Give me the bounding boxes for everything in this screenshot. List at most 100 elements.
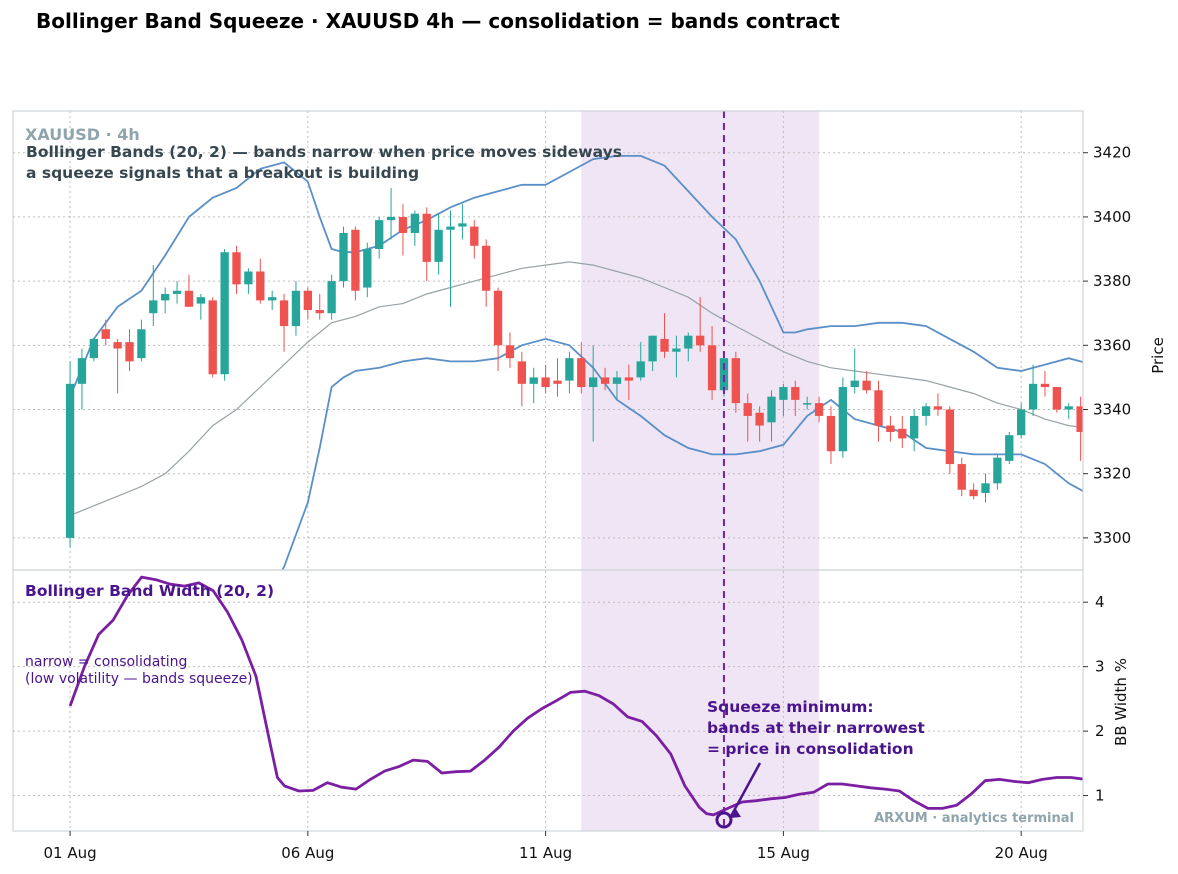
- candle-body: [517, 361, 527, 384]
- candle: [315, 293, 324, 320]
- candle: [161, 287, 170, 314]
- candle: [446, 210, 455, 307]
- candle-body: [410, 213, 420, 233]
- candle-body: [493, 290, 503, 346]
- candle: [541, 364, 550, 394]
- candles: [65, 188, 1083, 548]
- candle: [1052, 387, 1062, 413]
- bbw-y-axis-label: BB Width %: [1112, 658, 1130, 746]
- candle-body: [398, 216, 408, 233]
- x-tick-label: 01 Aug: [43, 844, 96, 862]
- candle-body: [886, 425, 895, 432]
- price-y-tick-label: 3420: [1093, 144, 1131, 162]
- candle-body: [1052, 387, 1062, 410]
- price-y-tick-label: 3300: [1093, 529, 1131, 547]
- candle: [886, 415, 895, 442]
- x-tick-label: 20 Aug: [995, 844, 1048, 862]
- bbw-panel-frame: [12, 569, 1084, 832]
- candle: [731, 351, 741, 413]
- candle-body: [743, 403, 752, 416]
- candle-body: [363, 249, 372, 288]
- candle-body: [65, 383, 75, 538]
- candle: [945, 406, 955, 474]
- candle-body: [149, 300, 158, 314]
- candle: [65, 361, 75, 548]
- watermark: ARXUM · analytics terminal: [874, 811, 1074, 826]
- candle-body: [434, 229, 443, 262]
- candle: [101, 319, 110, 346]
- candle: [743, 393, 752, 442]
- candle-body: [993, 457, 1002, 484]
- candle: [874, 380, 883, 442]
- candle-body: [957, 464, 966, 490]
- candle: [648, 335, 657, 371]
- middle-band-line: [69, 261, 1083, 516]
- candle-body: [981, 483, 990, 493]
- candle: [850, 348, 859, 394]
- candle-body: [184, 290, 194, 307]
- candle: [398, 204, 408, 256]
- candle-body: [838, 387, 848, 452]
- candle-body: [386, 216, 396, 221]
- candle: [553, 358, 562, 397]
- candle-body: [1017, 409, 1026, 436]
- candle: [184, 274, 194, 307]
- candle: [196, 293, 206, 320]
- candle: [921, 403, 931, 426]
- bbw-panel-title: Bollinger Band Width (20, 2): [25, 582, 274, 600]
- candle: [600, 367, 610, 391]
- candle-body: [898, 428, 907, 439]
- candle: [125, 329, 134, 371]
- price-y-tick-label: 3340: [1093, 401, 1131, 419]
- candle: [208, 297, 217, 378]
- candle: [220, 249, 229, 381]
- candle: [981, 473, 990, 503]
- candle-body: [161, 293, 170, 301]
- candle-body: [137, 329, 146, 359]
- bbw-note-line2: (low volatility — bands squeeze): [25, 671, 253, 687]
- squeeze-annotation-line1: Squeeze minimum:: [707, 698, 874, 716]
- candle-body: [921, 406, 931, 416]
- candle-body: [268, 297, 277, 301]
- candle: [386, 188, 396, 240]
- annotation-arrow: [728, 762, 762, 819]
- x-tick-label: 11 Aug: [519, 844, 572, 862]
- candle: [696, 297, 705, 352]
- candle: [755, 406, 764, 442]
- symbol-label: XAUUSD · 4h: [25, 125, 140, 144]
- price-y-tick-label: 3360: [1093, 336, 1131, 354]
- candle: [707, 326, 717, 400]
- candle: [1005, 431, 1014, 465]
- candle-body: [1005, 435, 1014, 461]
- candle: [636, 342, 645, 381]
- candle-body: [636, 361, 645, 378]
- candle: [1028, 364, 1038, 416]
- candle-body: [660, 338, 669, 352]
- squeeze-annotation-line2: bands at their narrowest: [707, 719, 925, 737]
- candle-body: [125, 342, 134, 362]
- price-y-tick-label: 3380: [1093, 272, 1131, 290]
- candle-body: [755, 412, 764, 426]
- candle: [244, 268, 253, 294]
- candle-body: [77, 358, 87, 384]
- candle-body: [719, 358, 729, 391]
- candle-body: [803, 403, 812, 405]
- candle: [89, 338, 99, 362]
- candle: [933, 393, 943, 416]
- candle-body: [731, 358, 741, 404]
- candle: [589, 345, 598, 442]
- candle: [434, 213, 443, 275]
- candle-body: [553, 380, 562, 384]
- candle-body: [862, 380, 871, 391]
- candle-body: [707, 345, 717, 391]
- candle-body: [910, 415, 919, 439]
- candle-body: [648, 335, 657, 362]
- grid-lines: [13, 111, 1083, 831]
- candle: [1040, 370, 1050, 397]
- annotation-arrowhead: [729, 809, 741, 819]
- candle-body: [505, 345, 515, 359]
- candle-body: [969, 489, 978, 497]
- candle-body: [589, 377, 598, 388]
- candle-body: [529, 377, 538, 384]
- bbw-series: [68, 575, 1083, 817]
